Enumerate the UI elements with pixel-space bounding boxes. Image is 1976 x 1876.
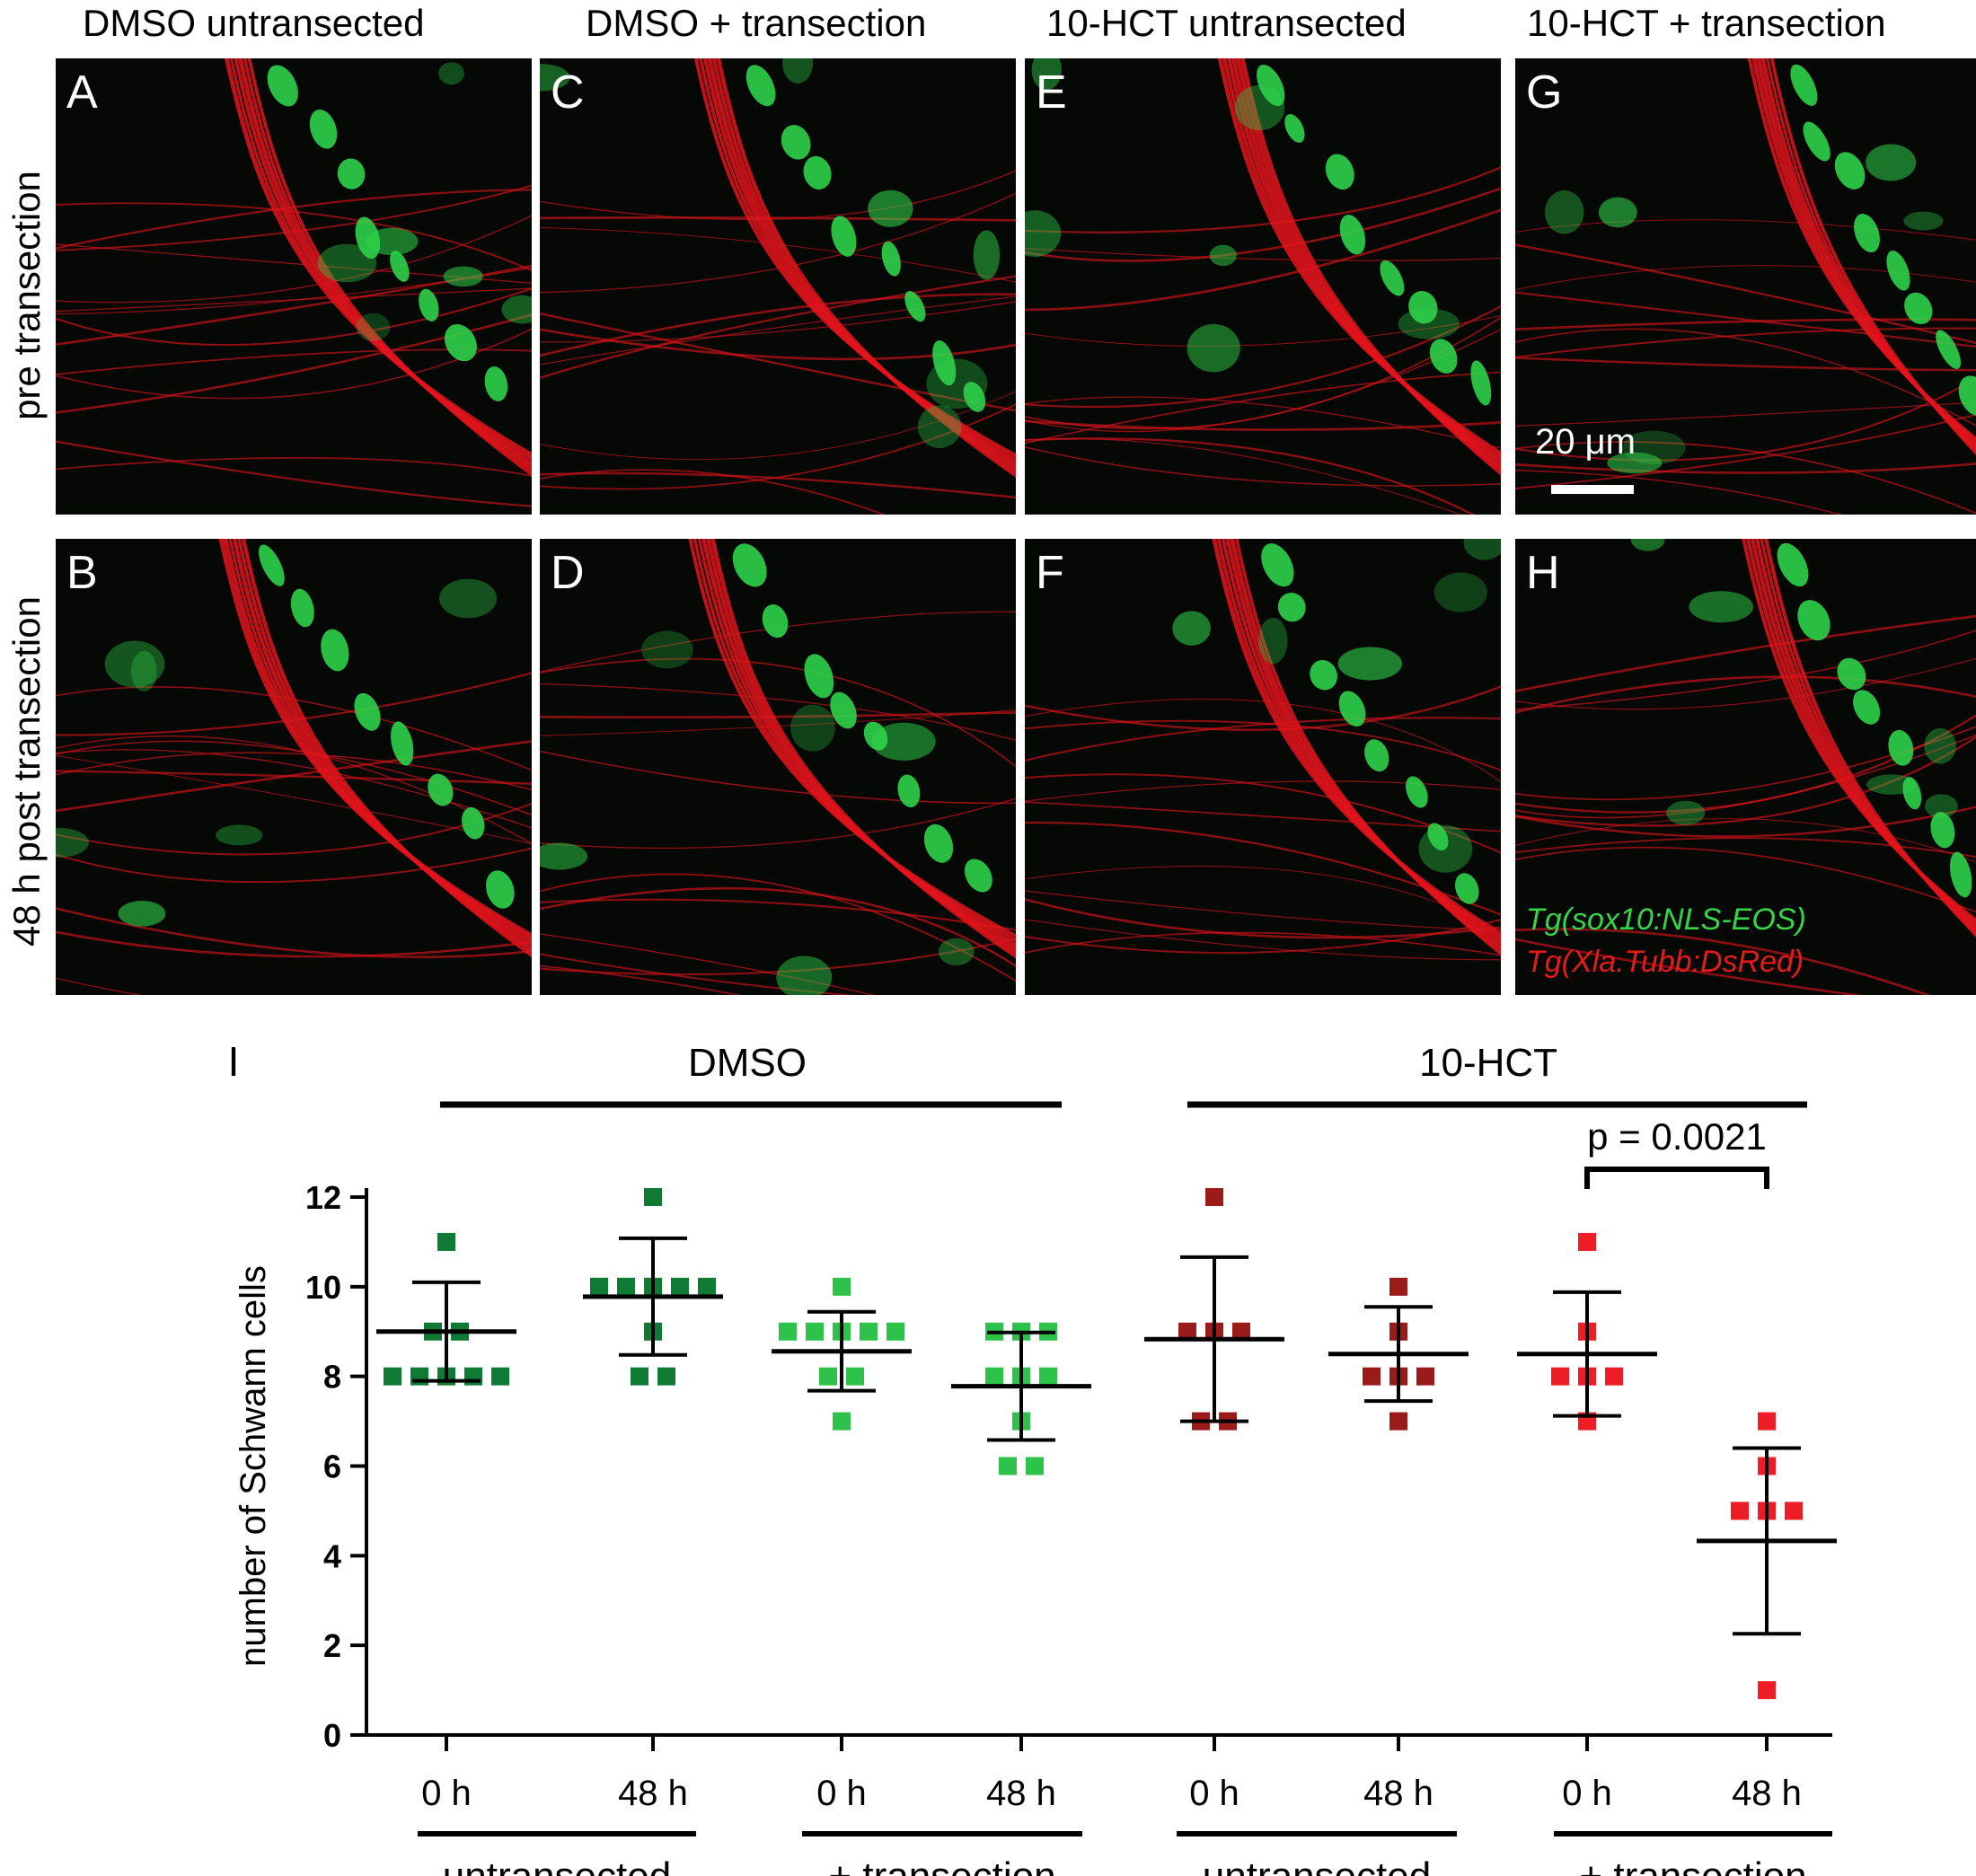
x-tick-label: 48 h [618,1774,688,1813]
legend-green-label: Tg(sox10:NLS-EOS) [1526,903,1806,937]
data-point [464,1367,482,1386]
significance-bracket [1584,1167,1769,1189]
data-point [1039,1367,1057,1386]
panel-letter: G [1526,66,1563,119]
y-tick-label: 2 [323,1627,341,1664]
data-point [1416,1367,1434,1386]
scale-bar-label: 20 μm [1535,422,1636,462]
micrograph-panel-c: C [540,58,1016,515]
data-point [491,1367,509,1386]
subgroup-label: untransected [443,1854,671,1876]
y-tick-label: 12 [305,1179,341,1216]
column-title-hct-untransected: 10-HCT untransected [1046,2,1407,44]
column-title-hct-transection: 10-HCT + transection [1527,2,1886,44]
y-axis-label: number of Schwann cells [234,1265,273,1667]
micrograph-panel-b: B [56,539,532,995]
panel-letter: C [551,66,585,119]
data-point [833,1277,851,1296]
x-tick-label: 0 h [816,1774,867,1813]
data-point [819,1367,837,1386]
data-point [1363,1367,1381,1386]
data-point [779,1322,797,1341]
x-tick-label: 0 h [1562,1774,1612,1813]
x-tick-label: 0 h [421,1774,472,1813]
subgroup-label: + transection [828,1854,1055,1876]
data-point [671,1277,689,1296]
data-point [1026,1457,1044,1475]
column-title-dmso-untransected: DMSO untransected [83,2,425,44]
subgroup-label: + transection [1579,1854,1806,1876]
data-point [410,1367,428,1386]
row-title-pre: pre transection [5,171,48,420]
x-tick-label: 0 h [1189,1774,1239,1813]
data-point [1551,1367,1569,1386]
micrograph-panel-h: H Tg(sox10:NLS-EOS) Tg(Xla.Tubb:DsRed) [1515,539,1976,995]
treatment-label-dmso: DMSO [688,1041,807,1085]
data-point [384,1367,401,1386]
data-point [631,1367,648,1386]
data-point [1578,1232,1596,1251]
significance-label: p = 0.0021 [1587,1115,1767,1158]
data-point [1232,1322,1250,1341]
panel-letter: D [551,547,585,599]
data-point [437,1232,455,1251]
data-point [985,1367,1003,1386]
data-point [1205,1188,1223,1206]
panel-label-i: I [228,1038,240,1085]
panel-letter: A [66,66,98,119]
data-point [617,1277,635,1296]
x-tick-label: 48 h [1363,1774,1433,1813]
data-point [657,1367,675,1386]
data-point [1605,1367,1623,1386]
y-tick-label: 10 [305,1269,341,1306]
legend-red-label: Tg(Xla.Tubb:DsRed) [1526,945,1804,979]
data-point [1758,1412,1776,1431]
data-point [833,1412,851,1431]
panel-letter: E [1036,66,1067,119]
schwann-cell-chart: I DMSO 10-HCT 0 2 4 6 8 10 12 number of Schwann ce… [228,1038,1837,1876]
row-title-post: 48 h post transection [5,596,48,947]
panel-letter: F [1036,547,1064,599]
data-point [806,1322,824,1341]
data-point [1178,1322,1196,1341]
micrograph-panel-g: G 20 μm [1515,58,1976,515]
micrograph-panel-d: D [540,539,1016,995]
y-tick-label: 6 [323,1449,341,1485]
data-point [644,1188,662,1206]
column-title-dmso-transection: DMSO + transection [586,2,927,44]
data-point [1785,1502,1803,1520]
data-point [1731,1502,1749,1520]
data-point [1389,1277,1407,1296]
data-point [1389,1412,1407,1431]
data-point [698,1277,716,1296]
data-point [887,1322,904,1341]
panel-letter: B [66,547,98,599]
scale-bar [1551,485,1634,494]
micrograph-panel-f: F [1025,539,1501,995]
data-point [846,1367,864,1386]
data-point [590,1277,608,1296]
data-point [999,1457,1017,1475]
y-tick-label: 8 [323,1359,341,1396]
data-point [1758,1681,1776,1700]
data-point [860,1322,878,1341]
treatment-label-hct: 10-HCT [1419,1041,1557,1085]
panel-letter: H [1526,547,1560,599]
y-tick-label: 4 [323,1537,341,1574]
micrograph-panel-e: E [1025,58,1501,515]
y-tick-label: 0 [323,1717,341,1754]
x-tick-label: 48 h [986,1774,1056,1813]
micrograph-panel-a: A [56,58,532,515]
subgroup-label: untransected [1203,1854,1431,1876]
x-tick-label: 48 h [1732,1774,1802,1813]
